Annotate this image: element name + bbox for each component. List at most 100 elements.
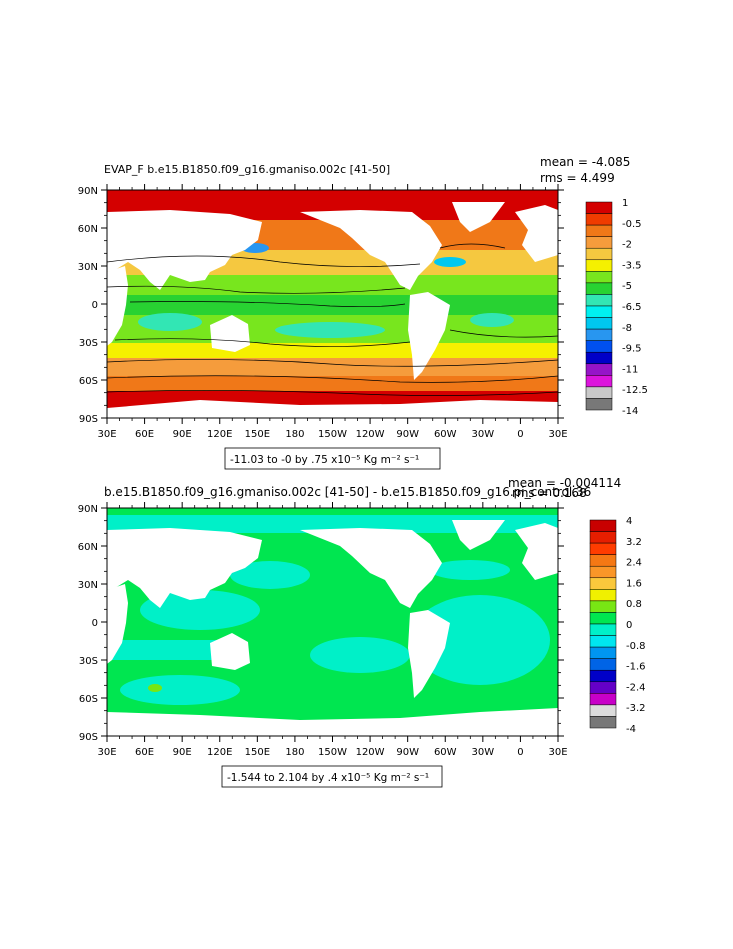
lat-label: 90N bbox=[78, 504, 98, 515]
lon-label: 60E bbox=[135, 747, 154, 758]
colorbar-label: -0.8 bbox=[626, 641, 646, 652]
lon-label: 60W bbox=[434, 747, 457, 758]
colorbar-swatch bbox=[585, 271, 613, 284]
range-box: -11.03 to -0 by .75 x10⁻⁵ Kg m⁻² s⁻¹ bbox=[224, 447, 441, 470]
colorbar-label: -3.2 bbox=[626, 703, 646, 714]
greenland bbox=[452, 520, 505, 550]
colorbar-swatch bbox=[585, 375, 613, 388]
colorbar-swatch bbox=[585, 213, 613, 226]
colorbar-swatch bbox=[589, 565, 617, 579]
greenland bbox=[452, 202, 505, 232]
lat-label: 60N bbox=[78, 542, 98, 553]
colorbar-label: 1.6 bbox=[626, 578, 642, 589]
panel-title: b.e15.B1850.f09_g16.gmaniso.002c [41-50]… bbox=[104, 485, 591, 499]
antarctica bbox=[107, 400, 558, 418]
colorbar-label: 4 bbox=[626, 516, 632, 527]
lon-label: 150W bbox=[318, 747, 347, 758]
colorbar-swatch bbox=[589, 577, 617, 590]
map-area bbox=[107, 190, 558, 418]
colorbar-swatch bbox=[585, 363, 613, 376]
land-mask bbox=[107, 202, 558, 418]
colorbar-swatch bbox=[585, 351, 613, 365]
lon-label: 90E bbox=[173, 747, 192, 758]
south-midlat-band bbox=[107, 358, 558, 376]
indian-ocean-minimum bbox=[138, 313, 202, 331]
panel-evaporation: EVAP_F b.e15.B1850.f09_g16.gmaniso.002c … bbox=[78, 155, 648, 470]
colorbar-swatch bbox=[589, 716, 617, 729]
panel-title: EVAP_F b.e15.B1850.f09_g16.gmaniso.002c … bbox=[104, 163, 390, 176]
south-america bbox=[408, 292, 450, 380]
colorbar-swatch bbox=[585, 247, 613, 261]
colorbar-swatch bbox=[585, 328, 613, 341]
colorbar-swatch bbox=[589, 693, 617, 706]
lon-label: 150W bbox=[318, 429, 347, 440]
rms-stat: rms = 4.499 bbox=[540, 171, 615, 185]
colorbar-swatch bbox=[585, 259, 613, 272]
lat-label: 60S bbox=[79, 376, 98, 387]
panel-difference: b.e15.B1850.f09_g16.gmaniso.002c [41-50]… bbox=[78, 476, 646, 788]
antarctica bbox=[107, 708, 558, 736]
lon-label: 150E bbox=[245, 747, 270, 758]
south-america bbox=[408, 610, 450, 698]
europe-east bbox=[515, 523, 558, 580]
colorbar-swatch bbox=[589, 519, 617, 532]
colorbar-label: -12.5 bbox=[622, 385, 648, 396]
north-america bbox=[300, 210, 442, 290]
land-mask bbox=[107, 520, 558, 736]
lon-label: 180 bbox=[285, 747, 304, 758]
colorbar-label: -1.6 bbox=[626, 662, 646, 673]
atlantic-minimum bbox=[470, 313, 514, 327]
contour-lines bbox=[107, 243, 558, 396]
australia bbox=[210, 315, 250, 352]
colorbar-swatch bbox=[589, 554, 617, 567]
colorbar-swatch bbox=[585, 305, 613, 318]
africa bbox=[107, 584, 128, 664]
colorbar-label: 3.2 bbox=[626, 537, 642, 548]
lat-label: 60S bbox=[79, 694, 98, 705]
colorbar: 4 3.2 2.4 1.6 0.8 0 -0.8 -1.6 -2.4 -3.2 -4 bbox=[589, 516, 646, 735]
lon-label: 30E bbox=[548, 429, 567, 440]
north-america bbox=[300, 528, 442, 608]
colorbar-swatch bbox=[589, 612, 617, 625]
lon-label: 120E bbox=[207, 747, 232, 758]
lat-label: 90S bbox=[79, 414, 98, 425]
lon-label: 90W bbox=[396, 429, 419, 440]
lon-label: 90W bbox=[396, 747, 419, 758]
colorbar-swatch bbox=[585, 317, 613, 330]
lat-label: 90N bbox=[78, 186, 98, 197]
lon-label: 60W bbox=[434, 429, 457, 440]
colorbar-swatch bbox=[589, 600, 617, 613]
mean-stat: mean = -0.004114 bbox=[508, 476, 621, 490]
lon-label: 30W bbox=[472, 429, 495, 440]
lat-label: 30S bbox=[79, 338, 98, 349]
lon-label: 0 bbox=[517, 429, 523, 440]
colorbar-swatch bbox=[589, 669, 617, 683]
europe-east bbox=[515, 205, 558, 262]
lat-label: 30N bbox=[78, 580, 98, 591]
map-axes: 90N 60N 30N 0 30S 60S 90S 30E 60E 90E 120E 150E 180 1… bbox=[78, 184, 568, 440]
colorbar-label: -2 bbox=[622, 240, 632, 251]
eurasia bbox=[107, 528, 262, 608]
colorbar-swatch bbox=[585, 224, 613, 237]
colorbar-label: -9.5 bbox=[622, 344, 642, 355]
colorbar-label: -2.4 bbox=[626, 682, 646, 693]
rms-stat: rms = 0.168 bbox=[512, 486, 587, 500]
colorbar-label: -8 bbox=[622, 323, 632, 334]
colorbar: 1 -0.5 -2 -3.5 -5 -6.5 -8 -9.5 -11 -12.5 -14 bbox=[585, 198, 648, 417]
range-box: -1.544 to 2.104 by .4 x10⁻⁵ Kg m⁻² s⁻¹ bbox=[221, 765, 443, 788]
lon-label: 180 bbox=[285, 429, 304, 440]
southern-ocean-band bbox=[107, 376, 558, 391]
lat-label: 0 bbox=[92, 300, 98, 311]
lon-label: 120W bbox=[356, 429, 385, 440]
range-label: -11.03 to -0 by .75 x10⁻⁵ Kg m⁻² s⁻¹ bbox=[230, 454, 419, 466]
colorbar-swatch bbox=[585, 398, 613, 411]
colorbar-swatch bbox=[585, 340, 613, 353]
colorbar-swatch bbox=[585, 236, 613, 249]
lon-label: 60E bbox=[135, 429, 154, 440]
colorbar-swatch bbox=[589, 589, 617, 602]
australia bbox=[210, 633, 250, 670]
range-label: -1.544 to 2.104 by .4 x10⁻⁵ Kg m⁻² s⁻¹ bbox=[227, 772, 429, 784]
lon-label: 120W bbox=[356, 747, 385, 758]
colorbar-label: -6.5 bbox=[622, 302, 642, 313]
lon-label: 30E bbox=[548, 747, 567, 758]
